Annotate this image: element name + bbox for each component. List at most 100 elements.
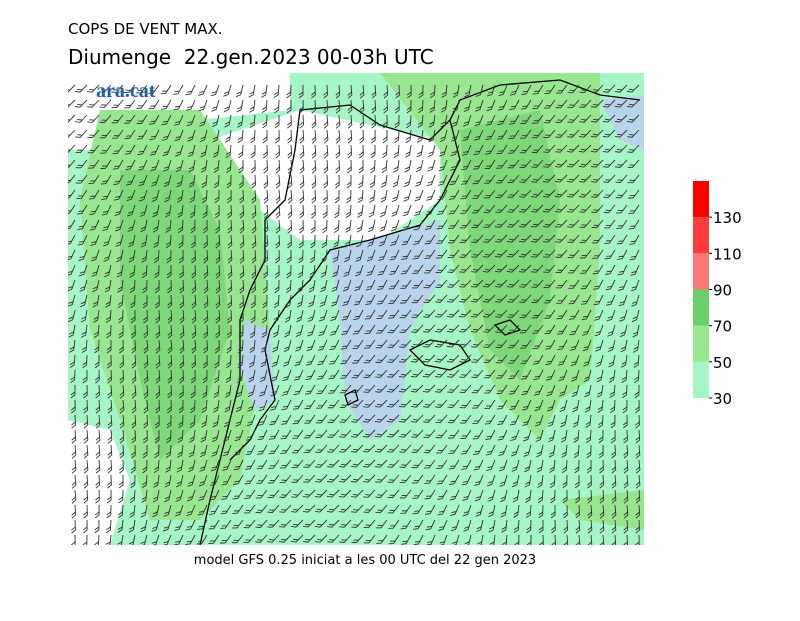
wind-barb [263,219,269,234]
wind-barb [520,114,532,125]
wind-barb [262,114,268,129]
wind-barb [115,234,124,247]
wind-barb [438,159,448,172]
wind-barb [411,459,424,469]
wind-barb [570,354,580,367]
wind-barb [521,384,532,396]
wind-barb [308,294,316,308]
wind-barb [616,234,628,245]
wind-barb [632,324,640,338]
wind-barb [111,114,124,124]
colorbar-label: 130 [713,209,742,227]
wind-barb [547,399,556,412]
wind-barb [544,324,556,335]
wind-barb [167,384,172,399]
wind-barb [606,294,616,306]
wind-barb [471,384,484,394]
wind-barb [255,534,268,543]
wind-barb [131,429,137,444]
wind-barb [611,459,617,474]
wind-barb [412,489,424,499]
wind-barb [574,459,580,474]
wind-barb [155,384,161,399]
wind-barb [259,384,268,397]
wind-barb [129,264,136,278]
wind-barb [602,129,616,138]
wind-barb [323,99,329,114]
wind-barb [406,84,412,99]
wind-barb [149,129,160,141]
wind-barb [496,129,508,140]
wind-barb [185,534,196,545]
wind-barb [283,339,292,352]
wind-barb [506,234,520,243]
wind-barb [619,309,628,322]
wind-barb [572,399,580,413]
wind-barb [239,294,244,309]
wind-barb [367,219,376,233]
wind-barb [621,369,628,383]
wind-barb [281,399,292,411]
wind-barb [139,534,148,545]
wind-barb [165,219,172,233]
wind-barb [566,159,580,168]
wind-barb [422,384,436,393]
wind-barb [530,234,544,243]
wind-barb [381,174,388,188]
wind-barb [459,234,472,244]
wind-barb [150,534,160,545]
wind-barb [263,264,268,279]
wind-barb [450,504,460,516]
wind-barb [598,444,604,459]
wind-barb [131,324,136,339]
wind-barb [567,219,580,228]
wind-barb [176,189,184,203]
wind-barb [164,204,172,218]
wind-barb [143,309,148,324]
wind-barb [326,489,340,498]
wind-barb [202,354,208,369]
wind-barb [371,84,377,99]
wind-barb [376,534,388,544]
wind-barb [105,294,112,308]
wind-barb [275,204,281,219]
wind-barb [94,369,100,384]
wind-barb [104,279,112,293]
wind-barb [598,414,604,429]
wind-barb [239,249,245,264]
wind-barb [376,294,388,305]
wind-barb [537,474,544,488]
wind-barb [447,294,460,303]
wind-barb [176,459,184,473]
wind-barb [111,99,124,109]
wind-barb [244,474,256,485]
wind-barb [83,474,89,489]
wind-barb [387,459,400,468]
wind-barb [223,429,232,442]
wind-barb [99,99,112,108]
wind-barb [585,414,592,428]
wind-barb [536,444,544,458]
wind-barb [255,504,268,514]
wind-barb [531,144,544,154]
wind-barb [593,279,604,290]
wind-barb [614,114,628,123]
wind-barb [579,204,592,213]
wind-barb [135,84,148,94]
wind-barb [130,459,136,474]
wind-barb [584,384,592,398]
wind-barb [280,414,292,425]
wind-barb [483,234,496,243]
wind-barb [482,279,496,288]
wind-barb [294,354,304,367]
wind-barb [623,429,628,444]
wind-barb [152,504,160,518]
wind-barb [359,99,365,114]
wind-barb [334,189,340,204]
wind-barb [461,144,472,156]
wind-barb [188,159,196,173]
wind-barb [213,144,220,158]
wind-barb [275,234,281,249]
wind-barb [358,159,364,174]
wind-barb [470,279,484,288]
